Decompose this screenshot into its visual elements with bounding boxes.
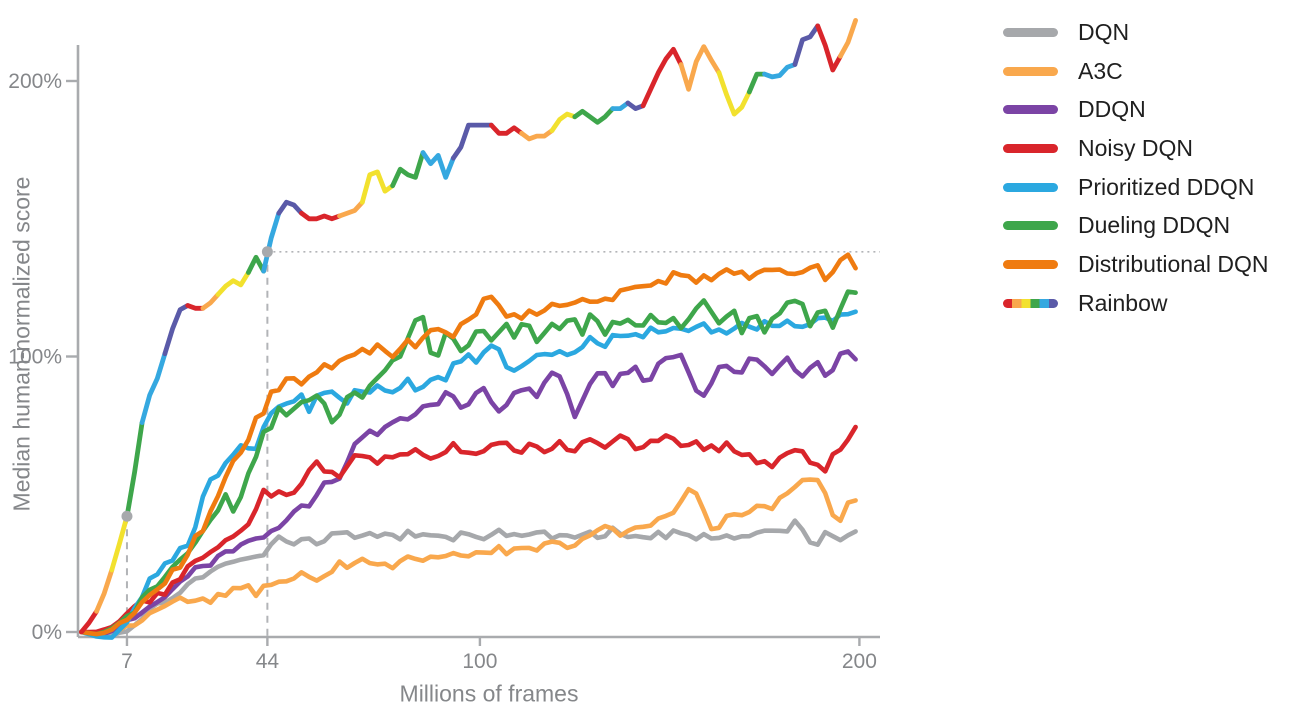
series-line-prioritized-ddqn xyxy=(79,309,858,640)
series-line-noisy-dqn xyxy=(79,424,858,635)
legend-swatch-dueling-ddqn xyxy=(1003,221,1058,231)
x-tick-label: 200 xyxy=(842,650,877,673)
legend-item-dueling-ddqn: Dueling DDQN xyxy=(1003,206,1268,245)
legend-label-noisy-dqn: Noisy DQN xyxy=(1078,134,1194,161)
series-line-dqn xyxy=(79,518,858,638)
milestone-dot xyxy=(261,246,273,258)
series-line-rainbow xyxy=(359,169,395,205)
legend-swatch-rainbow xyxy=(1003,298,1058,308)
series-line-rainbow xyxy=(572,106,616,125)
series-line-rainbow xyxy=(200,292,221,311)
legend-swatch-dqn xyxy=(1003,27,1058,37)
x-axis-title: Millions of frames xyxy=(399,680,579,707)
legend-swatch-a3c xyxy=(1003,66,1058,76)
legend-label-dqn: DQN xyxy=(1078,18,1130,45)
series-line-rainbow xyxy=(94,567,115,614)
x-tick-label: 7 xyxy=(121,650,133,673)
legend-label-rainbow: Rainbow xyxy=(1078,289,1168,316)
legend-swatch-noisy-dqn xyxy=(1003,143,1058,153)
series-line-rainbow xyxy=(678,44,722,92)
legend-item-rainbow: Rainbow xyxy=(1003,284,1268,323)
series-line-a3c xyxy=(79,477,858,637)
legend-label-a3c: A3C xyxy=(1078,57,1123,84)
series-line-rainbow xyxy=(162,303,191,357)
legend-item-ddqn: DDQN xyxy=(1003,90,1268,129)
legend-item-noisy-dqn: Noisy DQN xyxy=(1003,129,1268,168)
y-tick-label: 0% xyxy=(32,621,62,644)
legend-item-dqn: DQN xyxy=(1003,13,1268,52)
legend-swatch-ddqn xyxy=(1003,105,1058,115)
series-line-rainbow xyxy=(792,23,821,67)
series-line-rainbow xyxy=(261,210,282,274)
legend-swatch-prioritized-ddqn xyxy=(1003,182,1058,192)
series-line-rainbow xyxy=(549,111,578,133)
series-line-rainbow xyxy=(124,420,145,519)
series-line-rainbow xyxy=(420,150,456,180)
legend: DQN A3C DDQN Noisy DQN Prioritized DDQN Dueli… xyxy=(1003,13,1268,323)
legend-item-prioritized-ddqn: Prioritized DDQN xyxy=(1003,168,1268,207)
legend-item-distributional-dqn: Distributional DQN xyxy=(1003,245,1268,284)
series-line-rainbow xyxy=(640,46,684,109)
series-line-rainbow xyxy=(716,70,752,117)
series-line-rainbow xyxy=(109,513,130,573)
series-line-rainbow xyxy=(519,128,555,142)
series-line-rainbow xyxy=(246,254,266,275)
series-line-distributional-dqn xyxy=(79,252,858,637)
legend-label-prioritized-ddqn: Prioritized DDQN xyxy=(1078,173,1255,200)
series-line-rainbow xyxy=(139,351,168,425)
series-line-rainbow xyxy=(625,100,646,111)
series-line-rainbow xyxy=(762,62,798,80)
series-line-rainbow xyxy=(185,303,206,311)
series-line-rainbow xyxy=(450,122,494,161)
y-tick-label: 100% xyxy=(8,346,62,369)
legend-label-ddqn: DDQN xyxy=(1078,96,1146,123)
series-line-rainbow xyxy=(276,199,304,216)
y-axis-title: Median human-normalized score xyxy=(8,176,35,512)
legend-swatch-distributional-dqn xyxy=(1003,259,1058,269)
legend-label-dueling-ddqn: Dueling DDQN xyxy=(1078,212,1231,239)
series-line-rainbow xyxy=(390,150,426,189)
series-line-rainbow xyxy=(610,100,631,111)
series-line-rainbow xyxy=(488,122,524,136)
x-tick-label: 100 xyxy=(462,650,497,673)
series-line-rainbow xyxy=(337,199,365,219)
series-line-ddqn xyxy=(79,349,858,637)
series-line-rainbow xyxy=(746,71,767,95)
series-line-rainbow xyxy=(815,23,843,73)
series-line-dueling-ddqn xyxy=(79,289,858,637)
y-tick-label: 200% xyxy=(8,70,62,93)
legend-label-distributional-dqn: Distributional DQN xyxy=(1078,250,1269,277)
series-line-rainbow xyxy=(215,270,251,297)
x-tick-label: 44 xyxy=(256,650,280,673)
legend-item-a3c: A3C xyxy=(1003,52,1268,91)
milestone-dot xyxy=(121,510,133,522)
series-line-rainbow xyxy=(838,18,858,59)
series-line-rainbow xyxy=(299,210,342,222)
series-line-rainbow xyxy=(79,608,99,635)
